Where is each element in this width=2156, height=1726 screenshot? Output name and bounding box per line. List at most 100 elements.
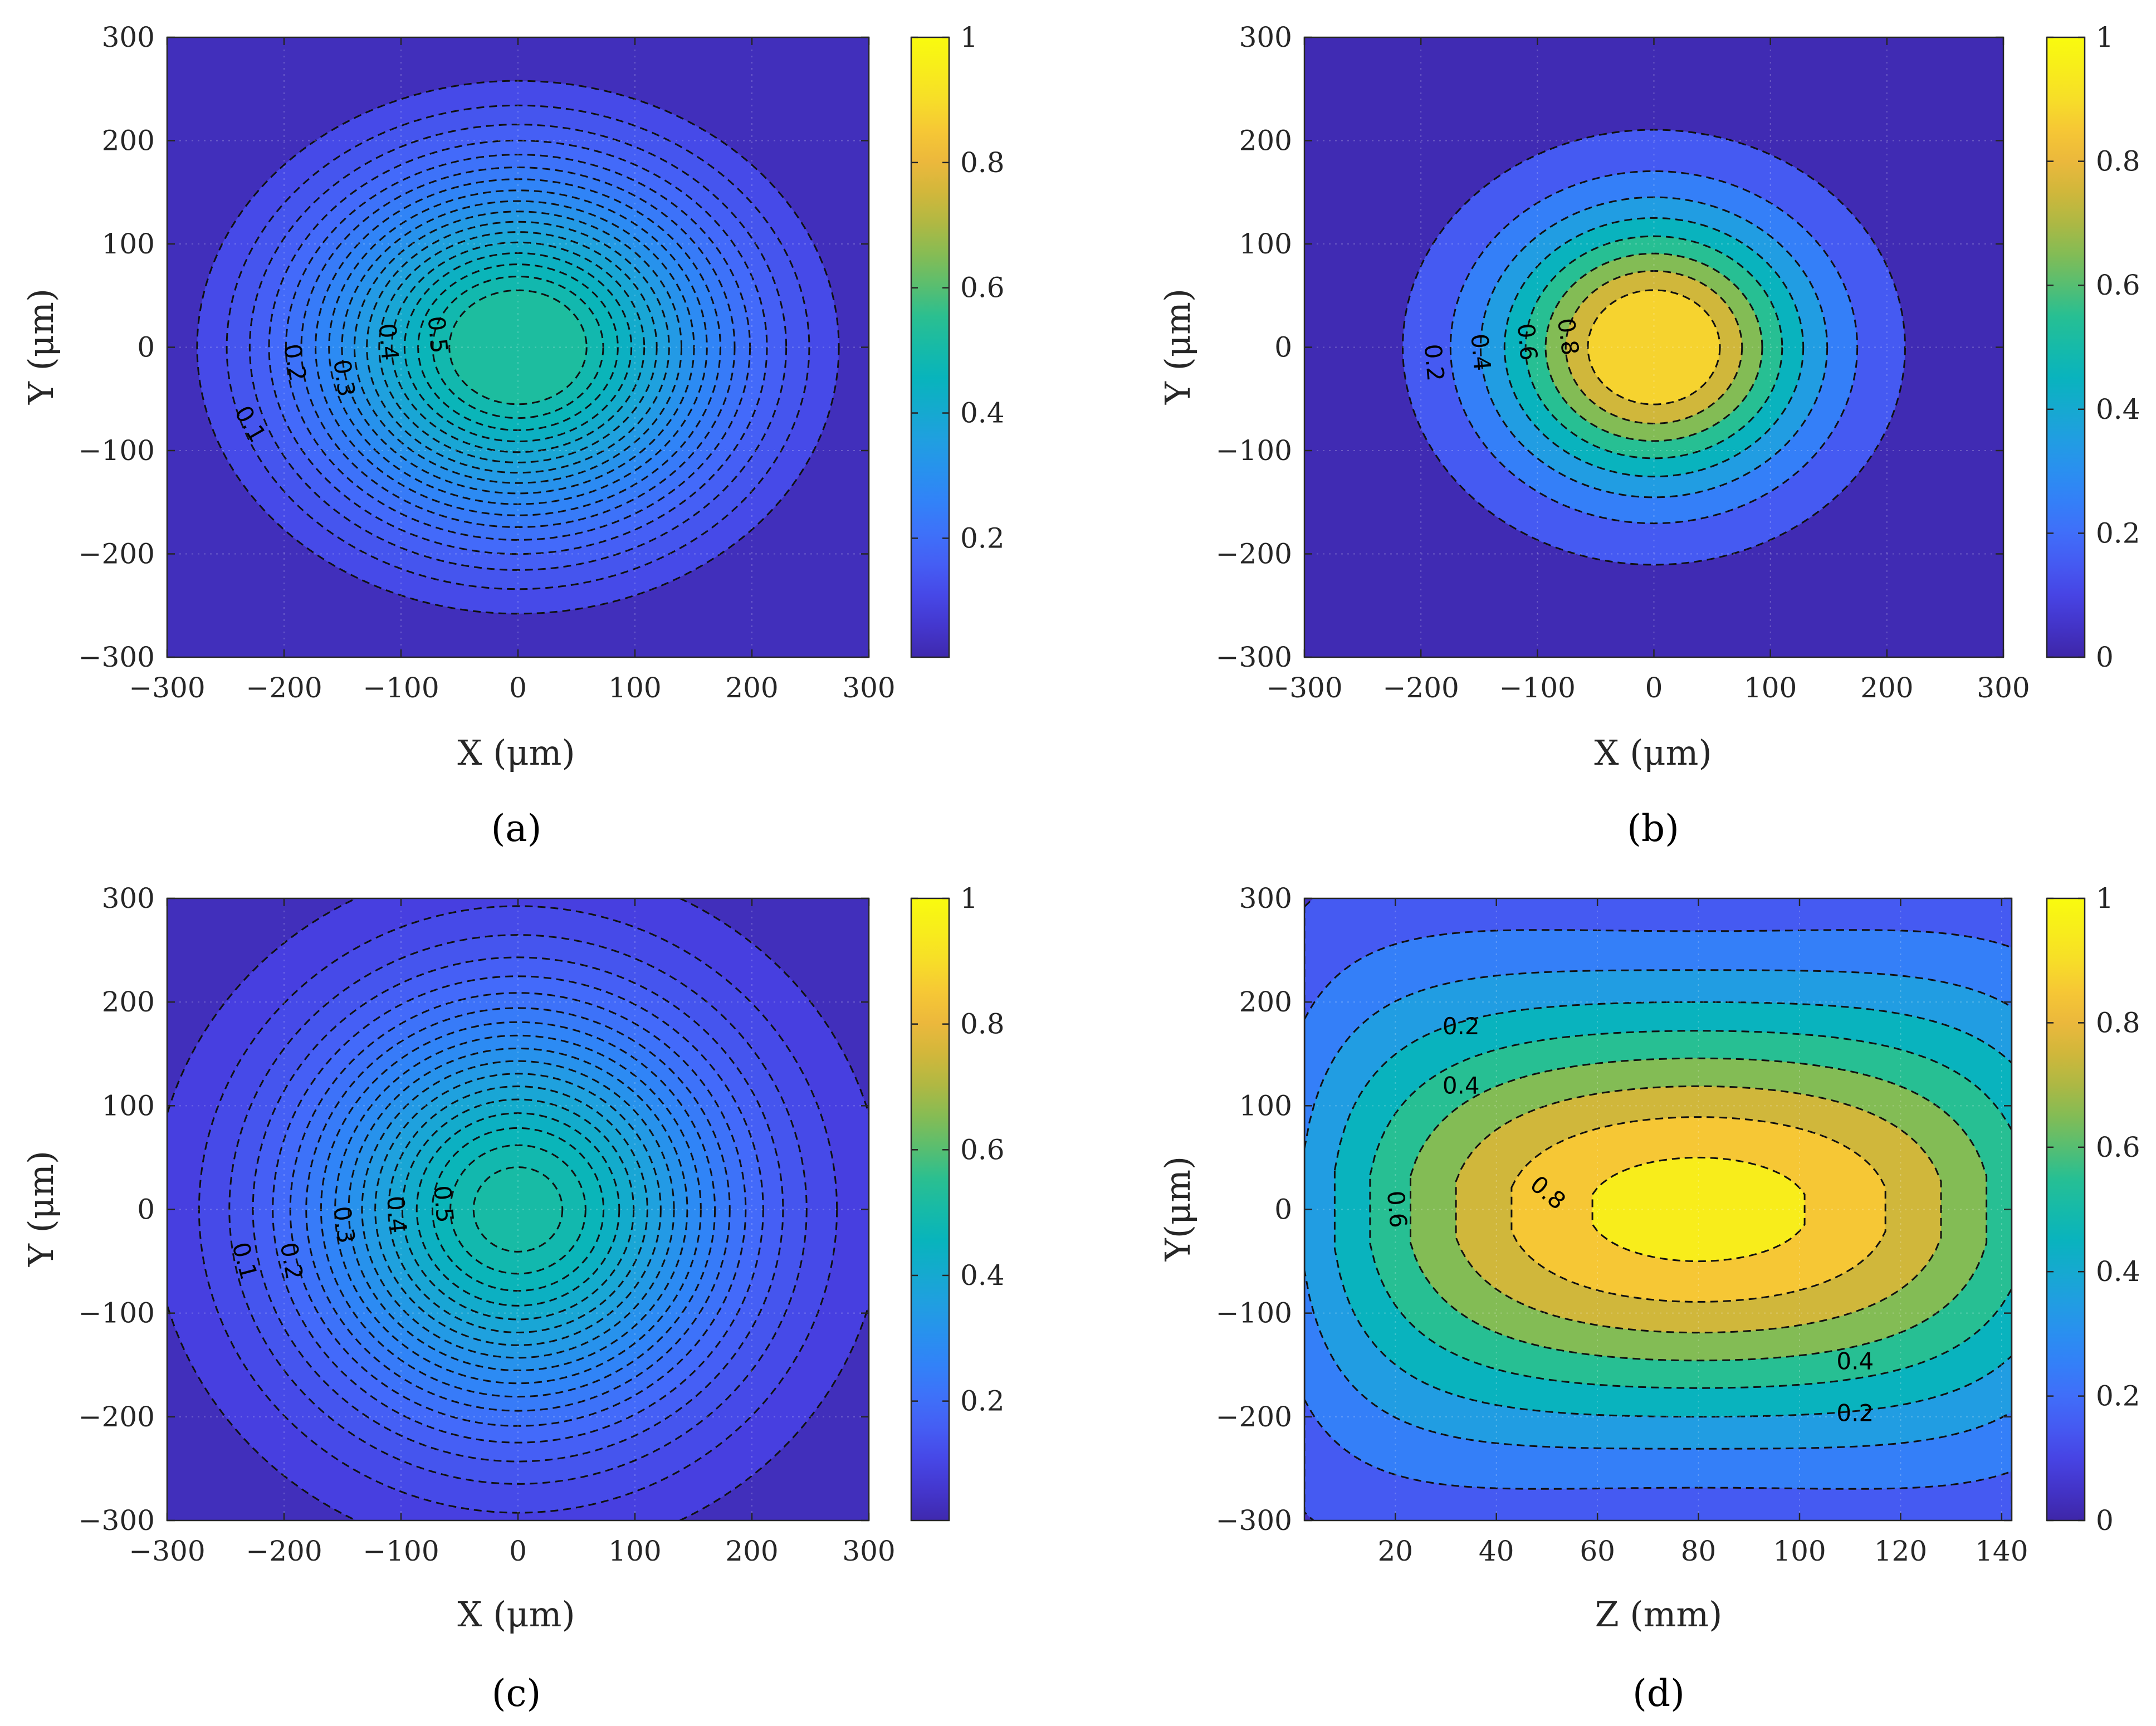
colorbar-gradient: [2047, 37, 2085, 657]
colorbar-d: 0 0.2 0.4 0.6 0.8 1: [2046, 882, 2140, 1537]
y-tick-label: 100: [1239, 228, 1292, 260]
contour-line: [252, 956, 784, 1463]
contour-line: [196, 80, 840, 615]
contour-line: [1410, 1057, 1988, 1362]
colorbar-tick-label: 0.2: [2096, 517, 2140, 549]
colorbar-a: 0.2 0.4 0.6 0.8 1: [910, 21, 1005, 658]
colorbar-tick-label: 0.4: [960, 1259, 1005, 1292]
contour-value-label: 0.2: [275, 1240, 309, 1282]
contour-value-label: 0.4: [373, 322, 404, 362]
contour-line: [348, 1047, 688, 1372]
contour-value-label: 0.2: [1419, 343, 1450, 383]
panel-c: 0.1 0.20.3 0.4 0.5 −300 −200 −100 0 100 200 300−3…: [21, 882, 1005, 1715]
contour-line: [448, 289, 588, 405]
contour-line: [300, 167, 736, 528]
contour-value-label: 0.6: [1512, 322, 1543, 362]
x-tick-label: 60: [1580, 1535, 1615, 1567]
y-tick-label: 100: [102, 1089, 155, 1122]
colorbar-tick-label: 0.4: [2096, 1255, 2140, 1288]
colorbar-tick-label: 1: [2096, 882, 2114, 915]
panel-caption-c: (c): [492, 1672, 541, 1715]
x-tick-label: 100: [608, 672, 661, 704]
x-axis-label-b: X (μm): [1594, 732, 1712, 773]
x-tick-label: −200: [246, 1535, 322, 1567]
colorbar-tick-label: 0: [2096, 1504, 2114, 1537]
colorbar-frame: [910, 36, 950, 658]
panel-caption-a: (a): [491, 807, 542, 850]
y-tick-label: 300: [1239, 882, 1292, 915]
x-tick-label: 140: [1975, 1535, 2028, 1567]
y-tick-label: −300: [1216, 641, 1292, 673]
x-tick-label: −200: [1382, 672, 1459, 704]
colorbar-gradient: [911, 37, 949, 657]
x-tick-label: −200: [246, 672, 322, 704]
contour-value-label: 0.6: [1382, 1190, 1412, 1229]
contour-line: [315, 178, 721, 516]
contour-line: [1544, 252, 1763, 442]
y-tick-label: −100: [1216, 1297, 1292, 1329]
y-tick-label: −300: [79, 641, 155, 673]
y-tick-label: −100: [79, 1297, 155, 1329]
axes-a: −300 −200 −100 0 100 200 300 −300 −200 −100 0 100 20…: [79, 21, 896, 704]
x-axis-label-a: X (μm): [457, 732, 575, 773]
contour-line: [1369, 1030, 2012, 1389]
colorbar-frame: [2046, 897, 2086, 1522]
y-tick-label: −100: [1216, 434, 1292, 467]
contour-band: [1592, 1157, 1805, 1262]
y-tick-label: −300: [79, 1504, 155, 1537]
x-tick-label: −100: [1499, 672, 1576, 704]
y-tick-label: 100: [102, 228, 155, 260]
y-tick-label: 300: [102, 882, 155, 915]
panel-b: 0.2 0.4 0.6 0.8 −300 −200 −100 0 100 200 300−300−…: [1157, 21, 2140, 850]
x-tick-label: −100: [363, 672, 439, 704]
contour-line: [472, 1166, 564, 1253]
contour-line: [334, 1034, 702, 1385]
colorbar-b: 0 0.2 0.4 0.6 0.8 1: [2046, 21, 2140, 673]
y-tick-label: 200: [102, 125, 155, 157]
x-tick-label: −300: [1266, 672, 1342, 704]
colorbar-gradient: [911, 898, 949, 1520]
axes-d: 20 40 60 80 100 120 140 −300 −200 −100 0 100 200 300: [1216, 882, 2028, 1567]
colorbar-tick-label: 0.8: [960, 1008, 1005, 1040]
contour-line: [1510, 1116, 1886, 1303]
colorbar-frame: [910, 897, 950, 1522]
contour-line: [341, 200, 695, 495]
contour-value-label: 0.3: [328, 358, 360, 398]
contour-line: [1591, 1156, 1806, 1263]
contour-value-label: 0.2: [1836, 1400, 1874, 1427]
colorbar-tick-label: 1: [960, 21, 978, 53]
y-tick-label: 200: [102, 986, 155, 1018]
x-axis-label-c: X (μm): [457, 1594, 575, 1635]
plot-area-c: 0.1 0.20.3 0.4 0.5: [167, 898, 869, 1520]
colorbar-gradient: [2047, 898, 2085, 1520]
x-tick-label: 40: [1479, 1535, 1514, 1567]
x-tick-label: 100: [1744, 672, 1797, 704]
contour-line: [388, 1086, 648, 1333]
colorbar-tick-label: 0.4: [960, 397, 1005, 429]
contour-band: [449, 290, 587, 404]
x-tick-label: 120: [1874, 1535, 1927, 1567]
y-tick-label: −200: [79, 538, 155, 570]
contour-value-label: 0.4: [1443, 1072, 1480, 1099]
contour-line: [417, 263, 619, 431]
y-tick-label: −300: [1216, 1504, 1292, 1537]
contour-band: [473, 1167, 563, 1252]
colorbar-tick-label: 0.4: [2096, 393, 2140, 426]
y-tick-label: −200: [1216, 538, 1292, 570]
contour-line: [1503, 217, 1805, 478]
contour-line: [432, 275, 604, 419]
y-axis-label-b: Y (μm): [1157, 289, 1198, 405]
x-tick-label: −300: [129, 1535, 205, 1567]
contour-line: [431, 1127, 605, 1292]
contour-value-label: 0.2: [1443, 1013, 1480, 1040]
contour-line: [366, 221, 670, 474]
colorbar-tick-label: 0.6: [960, 272, 1005, 304]
x-tick-label: 200: [725, 672, 778, 704]
contour-line: [378, 231, 658, 463]
colorbar-tick-label: 0.2: [960, 1385, 1005, 1417]
contour-value-label: 0.5: [423, 315, 453, 355]
x-tick-label: 200: [725, 1535, 778, 1567]
x-tick-label: 300: [842, 1535, 895, 1567]
colorbar-tick-label: 0.6: [2096, 1131, 2140, 1163]
